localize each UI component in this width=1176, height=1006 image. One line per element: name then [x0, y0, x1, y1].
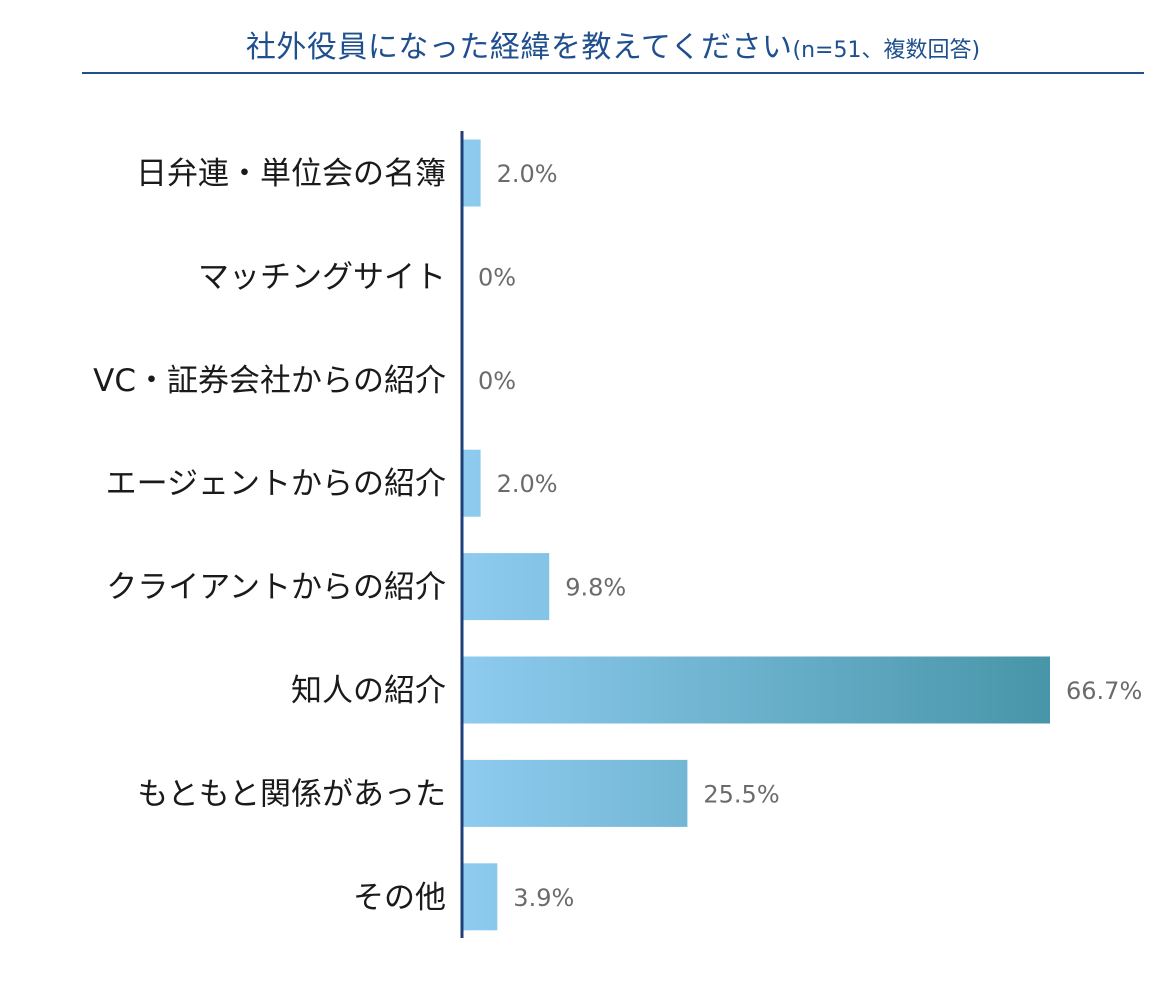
chart-header: 社外役員になった経緯を教えてください(n=51、複数回答): [82, 0, 1144, 75]
category-label-5: 知人の紹介: [291, 673, 446, 709]
value-labels-group: 2.0% 0% 0% 2.0% 9.8% 66.7% 25.5% 3.9%: [478, 160, 1142, 912]
bar-4: [463, 553, 550, 621]
bar-7: [463, 863, 498, 931]
chart-subtitle: (n=51、複数回答): [792, 38, 981, 63]
bar-5: [463, 656, 1050, 724]
value-label-5: 66.7%: [1066, 677, 1142, 705]
category-label-3: エージェントからの紹介: [106, 466, 446, 502]
bar-0: [463, 139, 481, 207]
value-label-4: 9.8%: [565, 574, 626, 602]
bar-3: [463, 449, 481, 517]
value-label-7: 3.9%: [513, 884, 574, 912]
value-label-6: 25.5%: [703, 780, 779, 808]
category-label-7: その他: [353, 880, 446, 916]
category-label-1: マッチングサイト: [198, 259, 446, 295]
chart-title-main: 社外役員になった経緯を教えてください: [245, 30, 793, 65]
value-label-2: 0%: [478, 367, 516, 395]
title-underline: [82, 72, 1144, 74]
bar-6: [463, 759, 688, 827]
chart-title: 社外役員になった経緯を教えてください(n=51、複数回答): [82, 28, 1144, 71]
value-label-1: 0%: [478, 263, 516, 291]
category-label-0: 日弁連・単位会の名簿: [136, 156, 446, 192]
category-label-4: クライアントからの紹介: [106, 570, 446, 606]
category-label-6: もともと関係があった: [137, 776, 446, 812]
value-label-0: 2.0%: [497, 160, 558, 188]
category-label-2: VC・証券会社からの紹介: [93, 363, 446, 399]
bars-group: [463, 139, 1050, 931]
value-label-3: 2.0%: [497, 470, 558, 498]
